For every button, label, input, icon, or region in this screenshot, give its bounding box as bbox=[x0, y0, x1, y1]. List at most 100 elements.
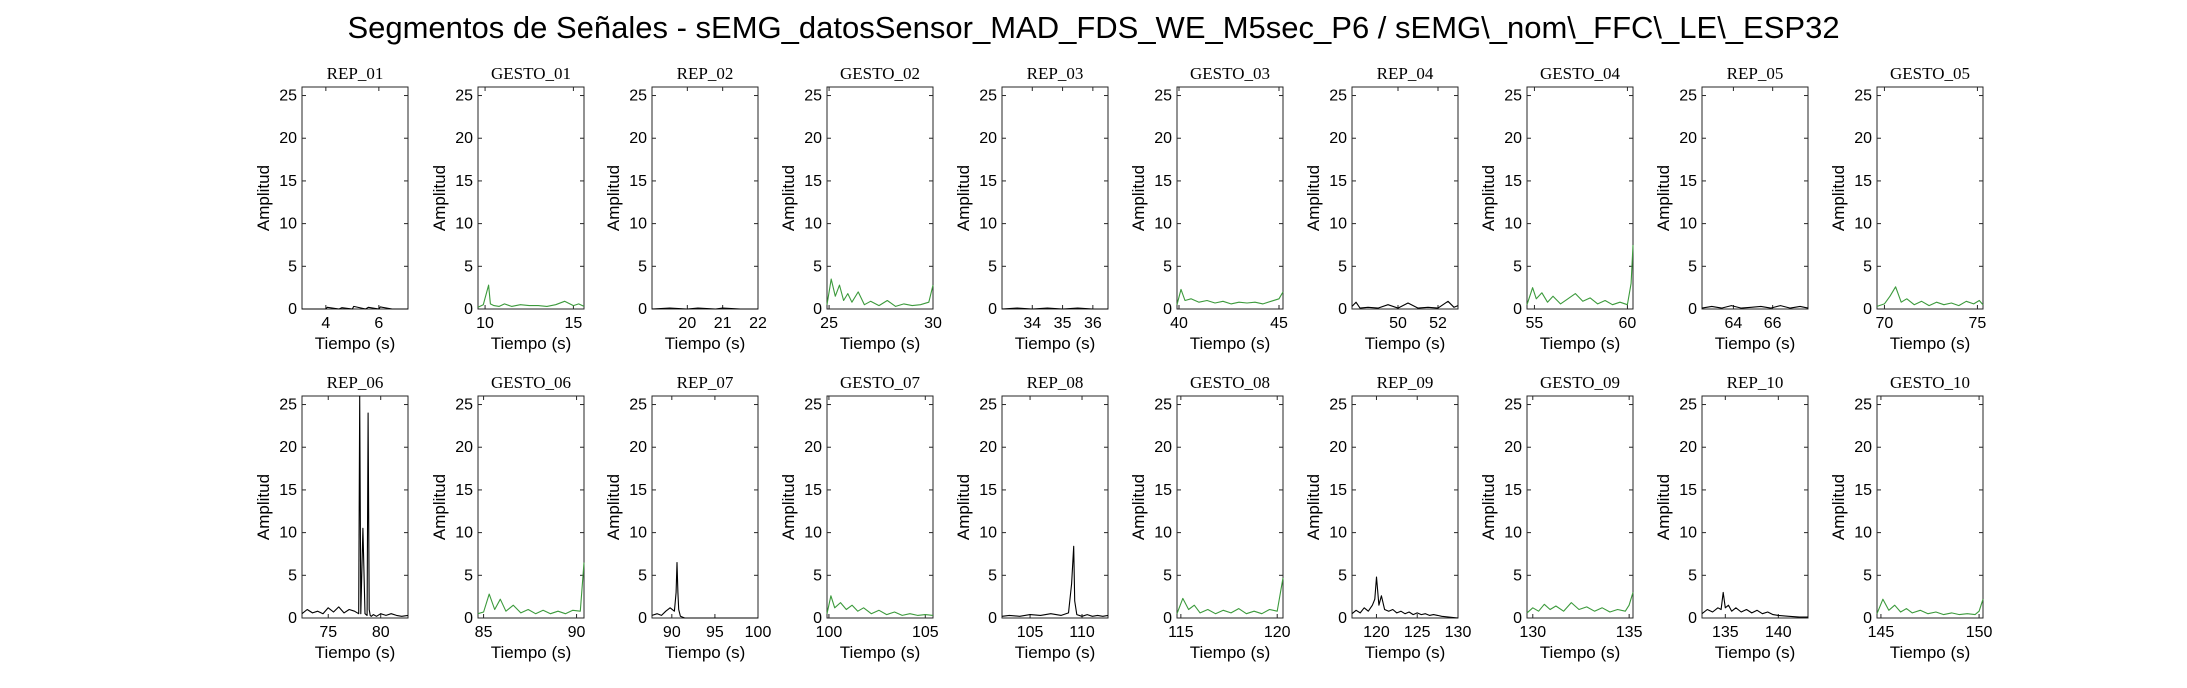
axes-box bbox=[1876, 395, 1984, 619]
subplot-title: REP_02 bbox=[677, 64, 734, 83]
y-tick-label: 25 bbox=[1679, 397, 1697, 414]
axes-box bbox=[1176, 395, 1284, 619]
y-tick-label: 25 bbox=[1504, 88, 1522, 105]
axes-box bbox=[1876, 86, 1984, 310]
y-axis-label: Amplitud bbox=[954, 474, 973, 540]
signal-line bbox=[1526, 244, 1634, 306]
y-axis-label: Amplitud bbox=[779, 165, 798, 231]
subplot: REP_07 0 5 10 15 20 25 90 95 100 Tiempo (s) Amplitu… bbox=[604, 373, 771, 662]
y-tick-label: 5 bbox=[638, 567, 647, 584]
subplot: REP_08 0 5 10 15 20 25 105 110 Tiempo (s) Amplitud bbox=[954, 373, 1109, 662]
x-axis-label: Tiempo (s) bbox=[1540, 334, 1621, 353]
y-tick-label: 5 bbox=[464, 567, 473, 584]
axes-box bbox=[301, 86, 409, 310]
y-tick-label: 0 bbox=[1338, 610, 1347, 627]
y-tick-label: 15 bbox=[1329, 173, 1347, 190]
y-tick-label: 5 bbox=[813, 258, 822, 275]
y-tick-label: 15 bbox=[1504, 173, 1522, 190]
x-tick-label: 45 bbox=[1270, 315, 1288, 332]
subplot: GESTO_04 0 5 10 15 20 25 55 60 Tiempo (s) Amplitud bbox=[1479, 64, 1636, 353]
y-tick-label: 20 bbox=[279, 439, 297, 456]
y-tick-label: 5 bbox=[1513, 567, 1522, 584]
y-axis-label: Amplitud bbox=[430, 474, 449, 540]
subplot-title: REP_07 bbox=[677, 373, 734, 392]
y-tick-label: 25 bbox=[1154, 88, 1172, 105]
y-tick-label: 20 bbox=[455, 130, 473, 147]
subplot: GESTO_08 0 5 10 15 20 25 115 120 Tiempo (s) Amplit… bbox=[1129, 373, 1291, 662]
subplot: REP_05 0 5 10 15 20 25 64 66 Tiempo (s) Amplitud bbox=[1654, 64, 1809, 353]
y-tick-label: 5 bbox=[1338, 258, 1347, 275]
x-tick-label: 50 bbox=[1389, 315, 1407, 332]
x-axis-label: Tiempo (s) bbox=[491, 643, 572, 662]
x-axis-label: Tiempo (s) bbox=[1365, 643, 1446, 662]
subplot: GESTO_05 0 5 10 15 20 25 70 75 Tiempo (s) Amplitud bbox=[1829, 64, 1986, 353]
signal-line bbox=[1351, 576, 1459, 619]
x-tick-label: 140 bbox=[1765, 624, 1792, 641]
x-tick-label: 90 bbox=[568, 624, 586, 641]
y-tick-label: 0 bbox=[988, 610, 997, 627]
y-tick-label: 20 bbox=[279, 130, 297, 147]
y-tick-label: 0 bbox=[464, 301, 473, 318]
subplot: GESTO_10 0 5 10 15 20 25 145 150 Tiempo (s) Amplit… bbox=[1829, 373, 1993, 662]
x-tick-label: 115 bbox=[1168, 624, 1194, 641]
x-tick-label: 22 bbox=[749, 315, 767, 332]
y-tick-label: 25 bbox=[455, 397, 473, 414]
x-axis-label: Tiempo (s) bbox=[665, 643, 746, 662]
y-axis-label: Amplitud bbox=[1654, 165, 1673, 231]
x-tick-label: 6 bbox=[374, 315, 383, 332]
y-tick-label: 25 bbox=[804, 397, 822, 414]
y-axis-label: Amplitud bbox=[1129, 474, 1148, 540]
y-axis-label: Amplitud bbox=[1829, 474, 1848, 540]
subplot-title: GESTO_01 bbox=[491, 64, 571, 83]
x-tick-label: 66 bbox=[1764, 315, 1782, 332]
y-tick-label: 20 bbox=[1679, 130, 1697, 147]
signal-line bbox=[1701, 591, 1808, 618]
y-tick-label: 10 bbox=[629, 216, 647, 233]
subplot-title: REP_05 bbox=[1727, 64, 1784, 83]
y-tick-label: 10 bbox=[455, 525, 473, 542]
y-axis-label: Amplitud bbox=[1479, 165, 1498, 231]
x-axis-label: Tiempo (s) bbox=[1190, 643, 1271, 662]
subplot-title: REP_06 bbox=[327, 373, 384, 392]
x-tick-label: 130 bbox=[1445, 624, 1472, 641]
y-tick-label: 10 bbox=[1329, 525, 1347, 542]
y-tick-label: 25 bbox=[804, 88, 822, 105]
y-tick-label: 20 bbox=[1329, 130, 1347, 147]
y-tick-label: 0 bbox=[1863, 610, 1872, 627]
y-tick-label: 5 bbox=[813, 567, 822, 584]
x-tick-label: 120 bbox=[1264, 624, 1291, 641]
y-tick-label: 10 bbox=[804, 525, 822, 542]
y-tick-label: 20 bbox=[804, 439, 822, 456]
y-tick-label: 5 bbox=[1688, 567, 1697, 584]
y-tick-label: 10 bbox=[279, 216, 297, 233]
axes-box bbox=[1351, 86, 1459, 310]
y-tick-label: 10 bbox=[1854, 216, 1872, 233]
y-tick-label: 10 bbox=[1329, 216, 1347, 233]
subplot-title: GESTO_03 bbox=[1190, 64, 1270, 83]
y-tick-label: 25 bbox=[1854, 88, 1872, 105]
x-tick-label: 150 bbox=[1966, 624, 1993, 641]
x-tick-label: 75 bbox=[319, 624, 337, 641]
y-tick-label: 20 bbox=[1504, 439, 1522, 456]
y-tick-label: 10 bbox=[629, 525, 647, 542]
y-tick-label: 5 bbox=[288, 258, 297, 275]
y-tick-label: 5 bbox=[288, 567, 297, 584]
subplot-title: GESTO_02 bbox=[840, 64, 920, 83]
y-tick-label: 20 bbox=[629, 439, 647, 456]
y-tick-label: 25 bbox=[1154, 397, 1172, 414]
y-tick-label: 5 bbox=[988, 258, 997, 275]
y-tick-label: 15 bbox=[804, 173, 822, 190]
x-tick-label: 135 bbox=[1616, 624, 1643, 641]
signal-line bbox=[651, 307, 758, 310]
y-tick-label: 15 bbox=[979, 173, 997, 190]
y-tick-label: 5 bbox=[1163, 258, 1172, 275]
y-axis-label: Amplitud bbox=[254, 165, 273, 231]
axes-box bbox=[1701, 86, 1809, 310]
axes-box bbox=[1526, 395, 1634, 619]
y-tick-label: 20 bbox=[455, 439, 473, 456]
y-tick-label: 0 bbox=[1338, 301, 1347, 318]
y-axis-label: Amplitud bbox=[1304, 165, 1323, 231]
subplot-title: GESTO_06 bbox=[491, 373, 571, 392]
x-axis-label: Tiempo (s) bbox=[1890, 334, 1971, 353]
